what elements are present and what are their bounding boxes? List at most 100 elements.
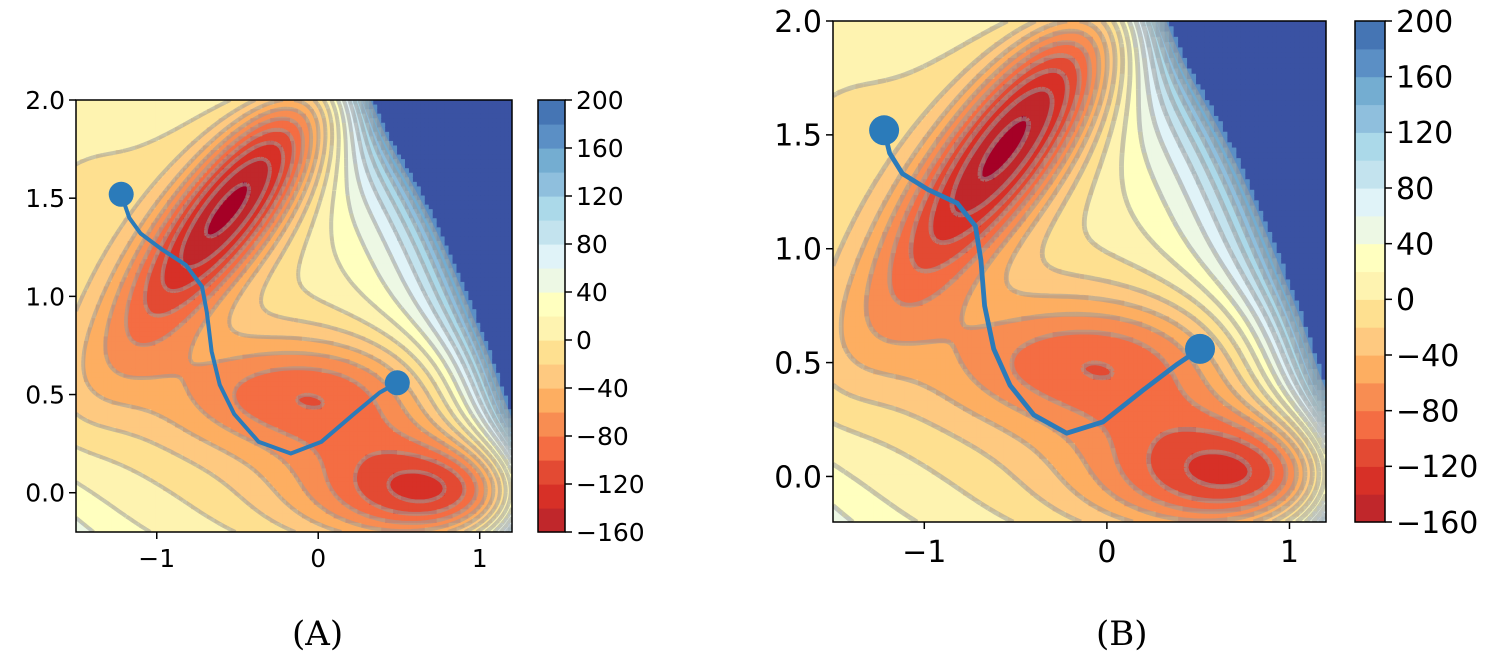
contour-line — [1133, 21, 1326, 522]
panel-b: −1 0 1 0.0 0.5 1.0 1.5 2.0 −160 −120 −80 −40 0 40 80 12… — [752, 0, 1504, 600]
path-endpoint-marker — [108, 181, 134, 207]
colorbar-band — [538, 364, 565, 389]
y-tick-label: 1.0 — [774, 233, 822, 268]
colorbar-band — [538, 100, 565, 125]
contour-line — [1161, 21, 1326, 397]
colorbar-band — [538, 292, 565, 317]
colorbar-tick-label: 120 — [1396, 116, 1453, 151]
contour-line — [160, 140, 447, 504]
panel-a: −1 0 1 0.0 0.5 1.0 1.5 2.0 −160 −120 −80 −40 0 40 80 12… — [0, 0, 752, 600]
colorbar-band — [538, 148, 565, 173]
x-tick-label: −1 — [902, 535, 946, 570]
y-tick-label: 0.0 — [25, 479, 65, 508]
contour-lines — [833, 21, 1326, 522]
colorbar-tick-label: 0 — [1396, 283, 1415, 318]
colorbar-tick-label: 160 — [1396, 60, 1453, 95]
colorbar-tick-label: 80 — [1396, 172, 1434, 207]
contour-line — [1156, 21, 1326, 407]
colorbar-band — [1355, 48, 1385, 78]
colorbar-band — [538, 124, 565, 149]
axes-frame — [75, 99, 513, 533]
colorbar-tick-label: −40 — [576, 374, 629, 403]
colorbar-band — [1355, 355, 1385, 384]
colorbar-band — [538, 196, 565, 221]
contour-line — [76, 100, 512, 532]
path-line — [119, 192, 400, 456]
contour-line — [103, 106, 488, 532]
colorbar-tick-label: 200 — [576, 86, 624, 115]
colorbar-tick-label: 200 — [1396, 5, 1453, 40]
colorbar-band — [538, 484, 565, 509]
contour-line — [863, 28, 1299, 522]
colorbar-band — [1355, 466, 1385, 495]
path-line — [881, 127, 1203, 436]
x-tick-label: 0 — [1097, 535, 1116, 570]
colorbar-band — [538, 220, 565, 245]
colorbar-band — [538, 268, 565, 293]
y-tick-label: 2.0 — [774, 5, 822, 40]
colorbar-tick-label: −160 — [1396, 506, 1478, 541]
colorbar: −160 −120 −80 −40 0 40 80 120 160 200 — [1354, 5, 1478, 541]
contour-line — [1150, 21, 1326, 416]
contour-line — [1139, 21, 1326, 522]
colorbar: −160 −120 −80 −40 0 40 80 120 160 200 — [537, 86, 645, 547]
colorbar-band — [538, 388, 565, 413]
colorbar-band — [1355, 410, 1385, 440]
y-tick-label: 0.5 — [25, 381, 65, 410]
contour-line — [887, 40, 1289, 514]
colorbar-band — [1355, 494, 1385, 523]
x-tick-label: 1 — [1280, 535, 1299, 570]
chart-b: −1 0 1 0.0 0.5 1.0 1.5 2.0 −160 −120 −80 −40 0 40 80 12… — [774, 5, 1478, 570]
y-tick-label: 1.5 — [25, 184, 65, 213]
colorbar-band — [538, 316, 565, 341]
colorbar-band — [1355, 382, 1385, 412]
axes-frame — [832, 20, 1327, 523]
colorbar-band — [538, 412, 565, 437]
colorbar-band — [538, 460, 565, 485]
contour-line — [76, 100, 508, 532]
colorbar-band — [1355, 271, 1385, 300]
colorbar-frame — [537, 99, 566, 533]
colorbar-band — [1355, 188, 1385, 217]
path-endpoint-marker — [1185, 333, 1215, 364]
contour-line — [833, 21, 1326, 522]
colorbar-band — [1355, 243, 1385, 273]
contour-line — [76, 100, 512, 532]
colorbar-tick-label: 40 — [576, 278, 608, 307]
colorbar-tick-label: −80 — [1396, 394, 1459, 429]
colorbar-band — [1355, 104, 1385, 133]
colorbar-tick-label: −80 — [576, 422, 629, 451]
contour-line — [833, 21, 1322, 522]
path-endpoint-marker — [384, 370, 410, 396]
colorbar-tick-label: −40 — [1396, 339, 1459, 374]
colorbar-band — [538, 436, 565, 461]
colorbar-band — [538, 340, 565, 365]
colorbar-band — [1355, 215, 1385, 245]
contour-line — [366, 100, 512, 424]
colorbar-band — [1355, 327, 1385, 356]
colorbar-tick-label: 80 — [576, 230, 608, 259]
colorbar-tick-label: −120 — [576, 470, 645, 499]
chart-a: −1 0 1 0.0 0.5 1.0 1.5 2.0 −160 −120 −80 −40 0 40 80 12… — [25, 86, 645, 573]
contour-line — [949, 86, 1055, 218]
x-tick-label: −1 — [138, 544, 175, 573]
contour-line — [928, 68, 1253, 489]
contour-line — [124, 116, 479, 525]
colorbar-band — [538, 508, 565, 533]
contour-line — [977, 116, 1032, 182]
x-tick-label: 1 — [472, 544, 488, 573]
colorbar-frame — [1354, 20, 1386, 523]
y-tick-label: 1.0 — [25, 282, 65, 311]
caption-a: (A) — [292, 614, 343, 654]
colorbar-band — [538, 244, 565, 269]
contour-line — [908, 53, 1275, 504]
colorbar-band — [1355, 299, 1385, 328]
y-tick-label: 1.5 — [774, 119, 822, 154]
contour-line — [833, 21, 1326, 522]
path-endpoint-marker — [869, 115, 900, 146]
colorbar-band — [1355, 438, 1385, 467]
colorbar-band — [1355, 132, 1385, 161]
colorbar-band — [1355, 21, 1385, 50]
colorbar-tick-label: 0 — [576, 326, 592, 355]
x-tick-label: 0 — [310, 544, 326, 573]
